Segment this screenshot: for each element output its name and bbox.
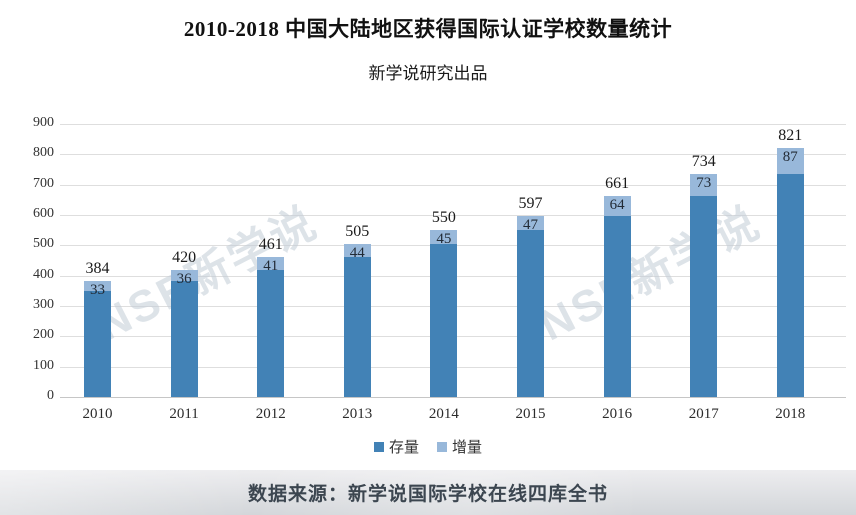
bar-segment-increment <box>170 269 198 281</box>
bar-total-label: 420 <box>172 248 197 266</box>
bar-segment-stock <box>517 230 544 397</box>
gridline <box>60 215 846 216</box>
x-tick-label: 2015 <box>515 406 546 422</box>
chart-legend: 存量 增量 <box>0 436 856 457</box>
bar-total-label: 661 <box>605 175 630 193</box>
bar-increment-label: 47 <box>523 216 538 233</box>
bar-segment-increment <box>517 215 544 231</box>
bar-total-label: 505 <box>345 222 370 240</box>
bar-total-label: 461 <box>258 236 283 254</box>
gridline <box>60 124 846 125</box>
chart-subtitle: 新学说研究出品 <box>368 64 488 83</box>
chart-title: 2010-2018 中国大陆地区获得国际认证学校数量统计 <box>183 17 673 41</box>
gridline <box>60 184 846 186</box>
bar-increment-label: 64 <box>609 197 625 214</box>
x-tick-label: 2012 <box>255 406 286 422</box>
bar-segment-stock <box>603 215 631 397</box>
gridline <box>60 154 846 156</box>
bar-segment-increment <box>257 257 285 270</box>
bar-segment-increment <box>343 243 371 258</box>
legend-item-increment: 增量 <box>437 436 482 457</box>
x-tick-label: 2014 <box>428 406 459 422</box>
bar-segment-stock <box>430 243 458 397</box>
bar-segment-stock <box>776 174 804 397</box>
stacked-bar-chart: NSE新学说 NSE新学说 0 100 200 300 400 500 600 700 800 9… <box>33 115 846 422</box>
y-tick-label: 900 <box>33 115 54 130</box>
legend-label-increment: 增量 <box>452 440 483 456</box>
bar-segment-increment <box>84 280 111 291</box>
x-tick-label: 2013 <box>342 406 373 422</box>
y-tick-label: 400 <box>33 266 54 282</box>
legend-swatch-stock <box>373 441 384 452</box>
bar-increment-label: 87 <box>782 148 798 165</box>
bar-segment-increment <box>430 230 458 244</box>
legend-item-stock: 存量 <box>373 436 419 457</box>
bar-segment-stock <box>343 257 371 397</box>
y-tick-label: 0 <box>47 388 54 403</box>
bar-segment-stock <box>84 290 111 397</box>
bar-total-label: 734 <box>691 153 716 171</box>
x-tick-label: 2017 <box>688 406 719 422</box>
y-tick-label: 500 <box>33 236 54 252</box>
bar-total-label: 821 <box>778 126 803 144</box>
bar-increment-label: 41 <box>263 258 279 275</box>
x-tick-label: 2010 <box>82 406 113 422</box>
bar-total-label: 384 <box>85 259 110 277</box>
y-tick-label: 600 <box>33 206 54 221</box>
x-tick-label: 2016 <box>602 406 633 422</box>
bar-increment-label: 44 <box>349 244 365 261</box>
y-tick-label: 200 <box>33 327 54 343</box>
x-tick-label: 2011 <box>169 406 199 422</box>
bar-increment-label: 36 <box>176 270 192 287</box>
y-tick-label: 700 <box>33 175 54 191</box>
source-text: 数据来源：新学说国际学校在线四库全书 <box>247 484 608 505</box>
bar-segment-stock <box>170 280 198 397</box>
bar-increment-label: 45 <box>436 231 452 248</box>
gridline <box>60 397 846 398</box>
bar-segment-increment <box>776 147 804 175</box>
y-tick-label: 300 <box>33 297 54 312</box>
bar-segment-stock <box>257 269 285 397</box>
bar-segment-stock <box>690 196 718 397</box>
bar-total-label: 550 <box>431 209 456 227</box>
legend-label-stock: 存量 <box>388 440 419 456</box>
source-banner: 数据来源：新学说国际学校在线四库全书 <box>0 470 856 515</box>
x-tick-label: 2018 <box>775 406 806 422</box>
bar-segment-increment <box>603 196 631 216</box>
bar-increment-label: 73 <box>696 175 712 192</box>
y-tick-label: 800 <box>33 145 54 161</box>
bar-total-label: 597 <box>518 194 543 212</box>
legend-swatch-increment <box>437 441 447 452</box>
bar-increment-label: 33 <box>90 281 105 298</box>
y-tick-label: 100 <box>33 357 54 373</box>
bar-segment-increment <box>690 174 718 197</box>
